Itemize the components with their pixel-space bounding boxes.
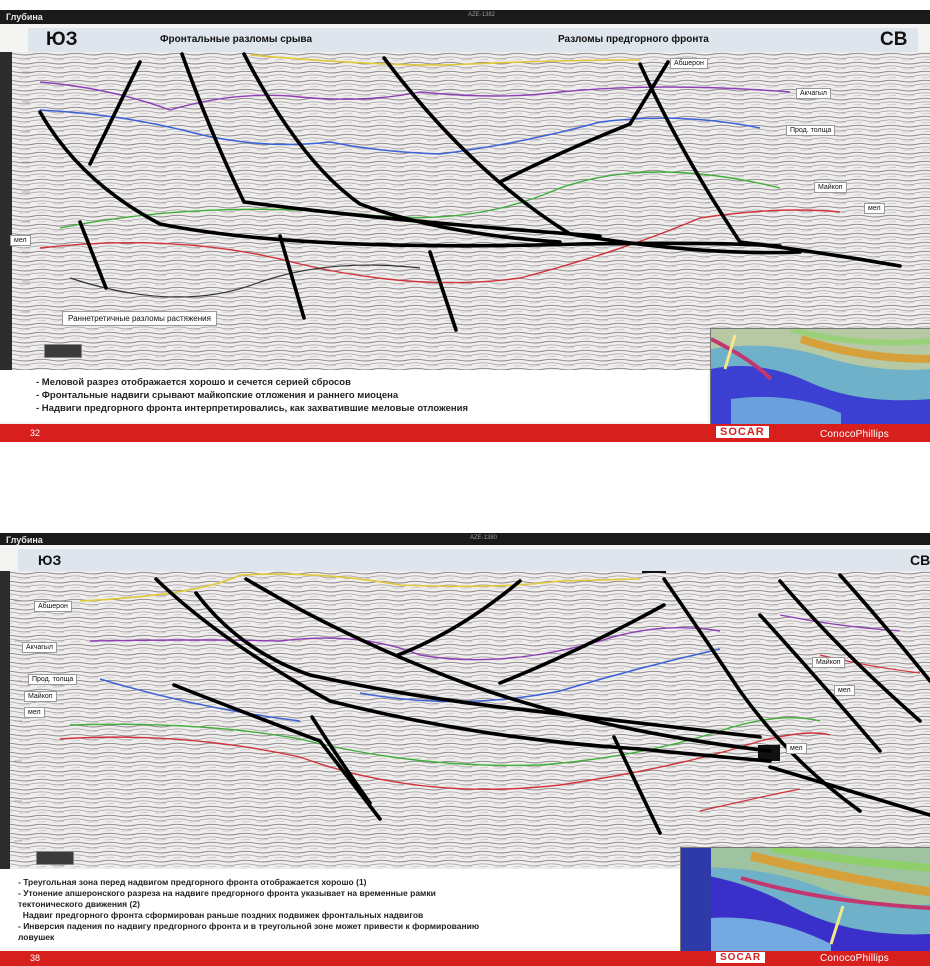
horizon-absheron	[249, 54, 641, 66]
conocophillips-logo: ConocoPhillips	[820, 429, 889, 440]
fault-9	[278, 234, 306, 320]
slide-2-top-bar: Глубина AZE-1380	[0, 533, 930, 545]
slide-1: Глубина AZE-1382 ЮЗ Фронтальные разломы …	[0, 10, 930, 442]
slide-1-top-bar: Глубина AZE-1382	[0, 10, 930, 24]
note-line: - Треугольная зона перед надвигом предго…	[18, 877, 367, 887]
fault-12	[612, 735, 662, 835]
horizon-akchagyl	[39, 81, 791, 111]
note-line: - Инверсия падения по надвигу предгорног…	[18, 921, 480, 931]
seismic-section-2	[0, 571, 930, 883]
horizon-label-absheron: Абшерон	[670, 58, 708, 69]
horizon-mel	[59, 732, 831, 790]
conocophillips-logo: ConocoPhillips	[820, 953, 889, 964]
extension-faults-label: Раннетретичные разломы растяжения	[62, 311, 217, 326]
fault-4	[242, 52, 562, 244]
horizon-deep-mel	[699, 788, 801, 812]
fault-4	[396, 579, 522, 657]
slide-1-footer: 32 SOCAR ConocoPhillips	[0, 424, 930, 442]
left-mel-label: мел	[10, 235, 31, 246]
note-line: - Надвиги предгорного фронта интерпретир…	[36, 403, 469, 414]
horizon-label-akchagyl: Акчагыл	[22, 642, 57, 653]
horizon-prod	[39, 109, 761, 155]
fault-6	[498, 60, 670, 184]
fault-13	[768, 765, 930, 817]
note-line: тектонического движения (2)	[18, 899, 140, 909]
slide-1-notes: - Меловой разрез отображается хорошо и с…	[0, 370, 708, 422]
slide-2-footer: 38 SOCAR ConocoPhillips	[0, 951, 930, 966]
fault-2	[194, 591, 762, 739]
fault-2	[88, 60, 142, 166]
horizon-label-right-mel: мел	[834, 685, 855, 696]
horizon-prod	[99, 648, 721, 722]
horizon-akchagyl	[89, 626, 721, 661]
location-map-inset-1	[710, 328, 930, 426]
horizon-dark	[69, 264, 421, 298]
horizon-label-right-maykop: Майкоп	[812, 657, 845, 668]
horizon-label-maykop: Майкоп	[814, 182, 847, 193]
horizon-label-absheron: Абшерон	[34, 601, 72, 612]
page-number: 32	[30, 428, 41, 438]
horizon-label-mel: мел	[24, 707, 45, 718]
note-line: - Фронтальные надвиги срывают майкопские…	[36, 390, 399, 401]
scale-legend	[44, 344, 82, 358]
fault-5	[498, 603, 666, 685]
horizon-label-prod: Прод. толща	[28, 674, 78, 685]
profile-id: AZE-1380	[470, 535, 498, 541]
title-left: Фронтальные разломы срыва	[160, 34, 313, 45]
corner-right-label: СВ	[910, 552, 930, 568]
horizon-maykop	[59, 171, 781, 229]
socar-logo: SOCAR	[716, 426, 769, 438]
fault-10	[172, 683, 382, 821]
fault-10	[428, 250, 458, 332]
slide-1-title-bar: ЮЗ Фронтальные разломы срыва Разломы пре…	[28, 28, 918, 52]
fault-7	[638, 62, 902, 268]
title-right: Разломы предгорного фронта	[558, 34, 709, 45]
horizon-label-mel: мел	[864, 203, 885, 214]
fault-3	[244, 577, 772, 753]
fault-11	[310, 715, 372, 805]
fault-1	[154, 577, 772, 763]
slide-2-title-bar: ЮЗ СВ	[18, 549, 930, 571]
note-line: - Меловой разрез отображается хорошо и с…	[36, 377, 351, 388]
depth-label: Глубина	[6, 12, 43, 22]
slide-2: Глубина AZE-1380 ЮЗ СВ	[0, 533, 930, 966]
horizon-maykop	[69, 716, 821, 767]
horizon-label-akchagyl: Акчагыл	[796, 88, 831, 99]
fault-9	[838, 573, 930, 683]
corner-right-label: СВ	[880, 29, 908, 50]
corner-left-label: ЮЗ	[38, 552, 62, 568]
fault-8	[778, 579, 922, 723]
depth-label: Глубина	[6, 535, 43, 545]
fault-1	[38, 110, 782, 248]
fault-8	[78, 220, 108, 290]
scale-legend	[36, 851, 74, 865]
fault-7	[758, 613, 882, 753]
horizon-label-maykop: Майкоп	[24, 691, 57, 702]
corner-left-label: ЮЗ	[46, 29, 78, 50]
note-line: ловушек	[18, 932, 55, 942]
fault-3	[180, 52, 602, 238]
socar-logo: SOCAR	[716, 952, 766, 963]
horizon-label-prod: Прод. толща	[786, 125, 836, 136]
horizon-absheron	[79, 573, 641, 602]
horizon-label-deep-mel: мел	[786, 743, 807, 754]
fault-5	[382, 56, 802, 255]
note-line: - Утонение апшеронского разреза на надви…	[18, 888, 436, 898]
horizon-mel	[39, 209, 841, 284]
note-line: Надвиг предгорного фронта сформирован ра…	[18, 910, 424, 920]
cutout-top	[642, 571, 666, 573]
profile-id: AZE-1382	[468, 12, 496, 18]
location-map-inset-2	[680, 847, 930, 953]
slide-2-notes: - Треугольная зона перед надвигом предго…	[0, 869, 680, 947]
page-number: 38	[30, 953, 41, 963]
